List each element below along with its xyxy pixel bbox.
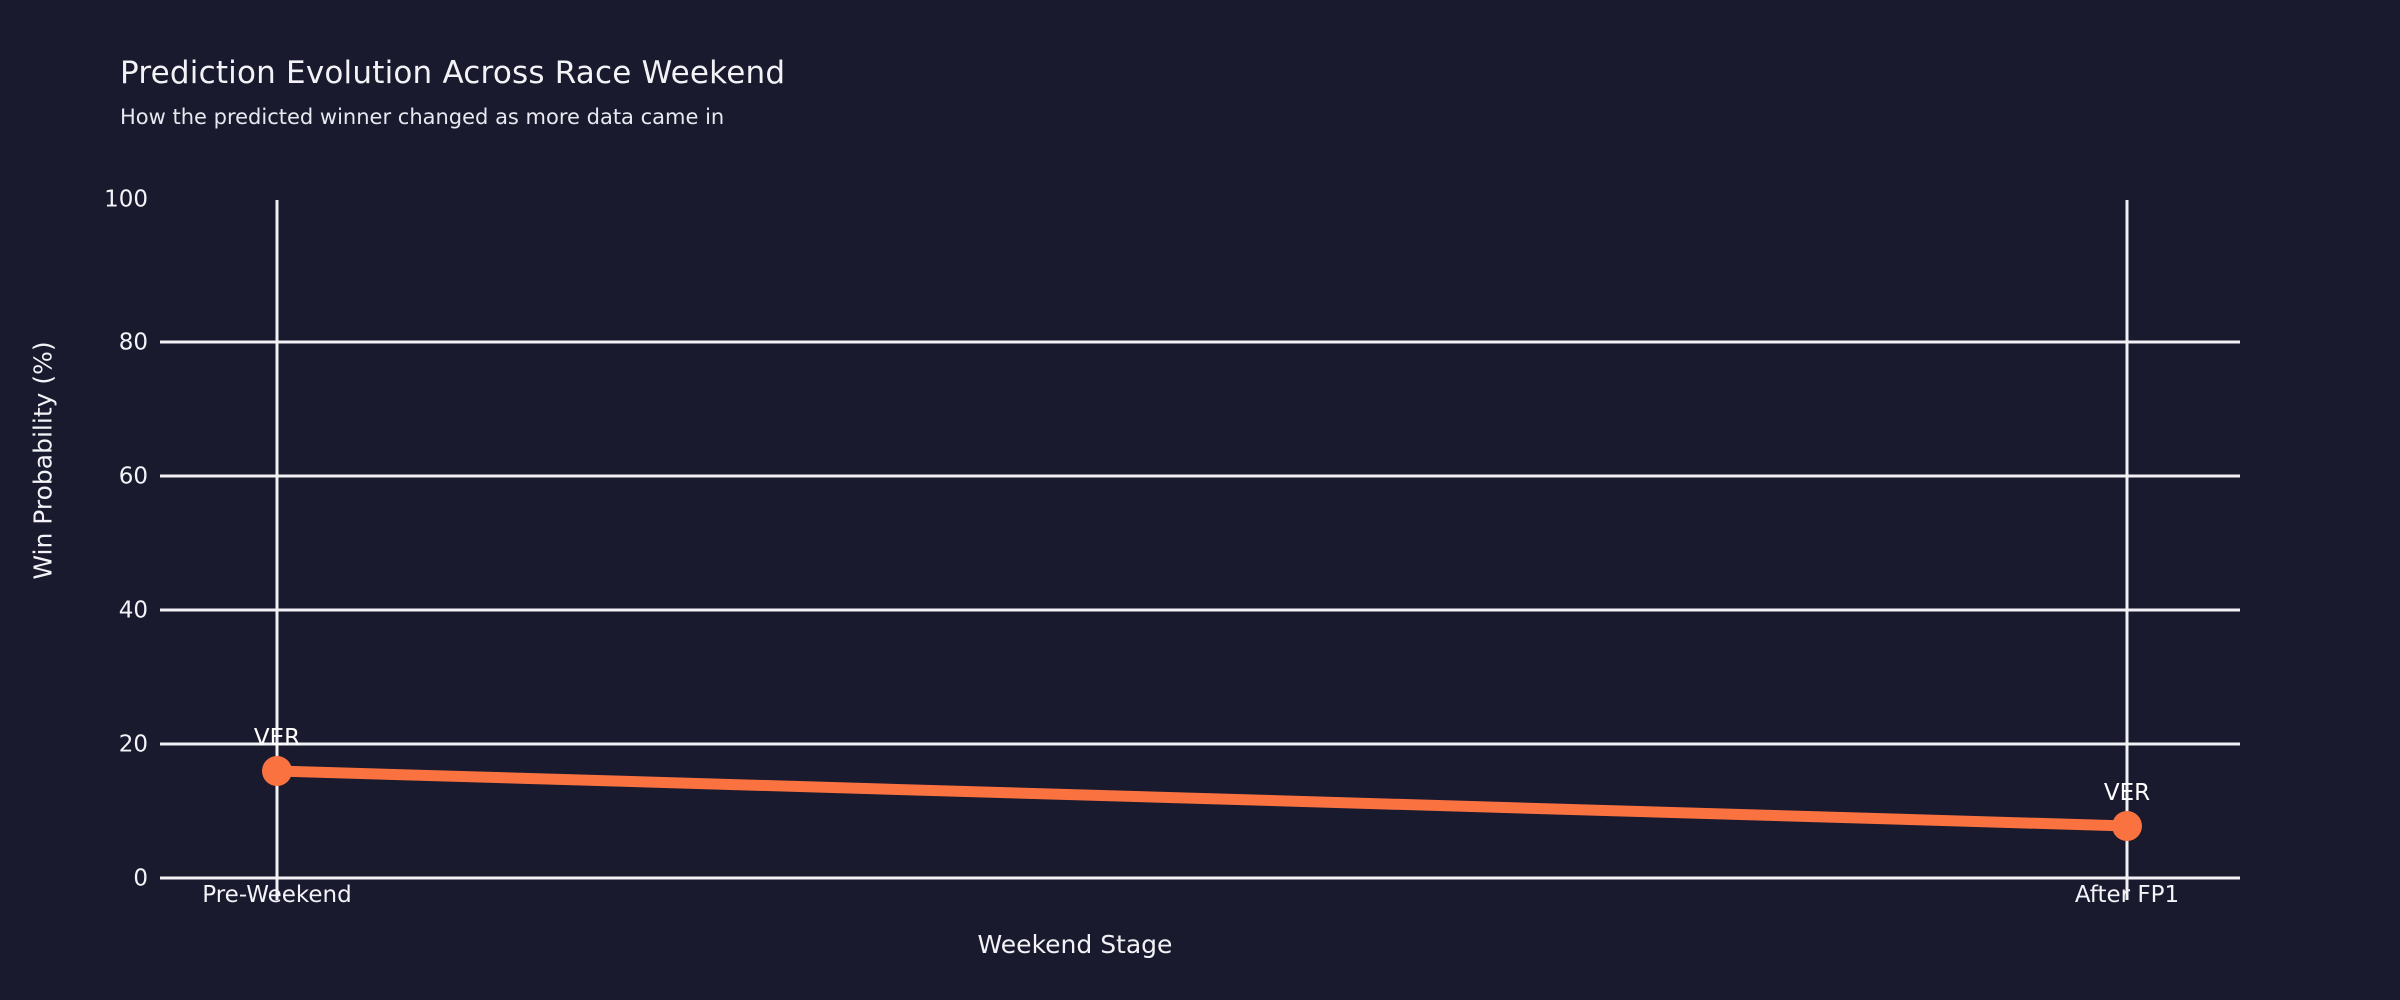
y-tick-label-80: 80 — [119, 330, 148, 356]
data-point-marker — [2112, 811, 2142, 841]
y-tick-label-100: 100 — [104, 187, 148, 213]
x-axis-title: Weekend Stage — [0, 930, 2400, 959]
x-axis-ticks: Pre-Weekend After FP1 — [202, 882, 2179, 908]
data-point-label: VER — [2104, 780, 2150, 806]
page-title: Prediction Evolution Across Race Weekend — [120, 55, 786, 91]
series-line-ver — [271, 765, 2133, 832]
y-tick-label-60: 60 — [119, 464, 148, 490]
data-point-marker — [262, 756, 292, 786]
y-tick-label-40: 40 — [119, 598, 148, 624]
horizontal-gridlines — [160, 340, 2240, 880]
y-axis-ticks: 0 20 40 60 80 100 — [104, 187, 148, 892]
x-tick-label-after-fp1: After FP1 — [2075, 882, 2179, 908]
x-tick-label-pre-weekend: Pre-Weekend — [202, 882, 351, 908]
series-ver — [262, 756, 2142, 841]
chart-subtitle: How the predicted winner changed as more… — [120, 105, 725, 129]
data-point-label: VER — [254, 725, 300, 751]
y-tick-label-0: 0 — [133, 866, 148, 892]
x-axis-title-text: Weekend Stage — [977, 930, 1173, 959]
y-tick-label-20: 20 — [119, 732, 148, 758]
data-point-labels: VER VER — [254, 725, 2150, 806]
